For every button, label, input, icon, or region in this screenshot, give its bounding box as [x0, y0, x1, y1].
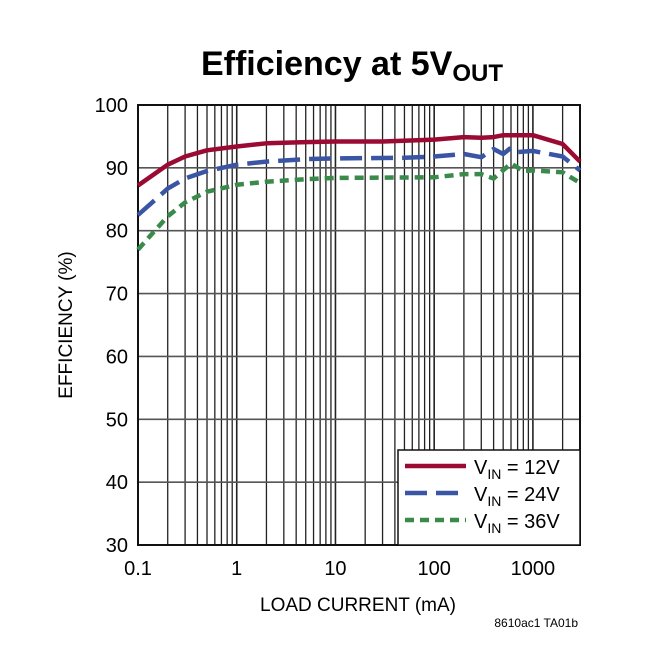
y-tick-label: 30: [106, 535, 128, 557]
y-tick-label: 100: [95, 95, 128, 117]
y-tick-label: 80: [106, 221, 128, 243]
x-tick-label: 10: [324, 558, 346, 580]
x-tick-label: 0.1: [124, 558, 152, 580]
y-tick-label: 40: [106, 472, 128, 494]
y-axis-label: EFFICIENCY (%): [56, 251, 77, 398]
x-tick-label: 1000: [511, 558, 556, 580]
series-line-3: [136, 161, 582, 252]
y-tick-label: 60: [106, 346, 128, 368]
chart-title: Efficiency at 5VOUT: [201, 45, 503, 87]
y-tick-label: 90: [106, 158, 128, 180]
legend-label: VIN = 24V: [474, 484, 560, 509]
x-axis-label: LOAD CURRENT (mA): [260, 595, 456, 616]
plot-frame: [137, 104, 581, 546]
series-line-1: [136, 132, 582, 188]
x-tick-label: 1: [231, 558, 242, 580]
legend-label: VIN = 12V: [474, 457, 560, 482]
series-line-2: [136, 145, 582, 217]
legend-label: VIN = 36V: [474, 511, 560, 536]
y-tick-label: 50: [106, 409, 128, 431]
x-tick-label: 100: [417, 558, 450, 580]
footnote: 8610ac1 TA01b: [494, 616, 578, 630]
y-tick-label: 70: [106, 284, 128, 306]
